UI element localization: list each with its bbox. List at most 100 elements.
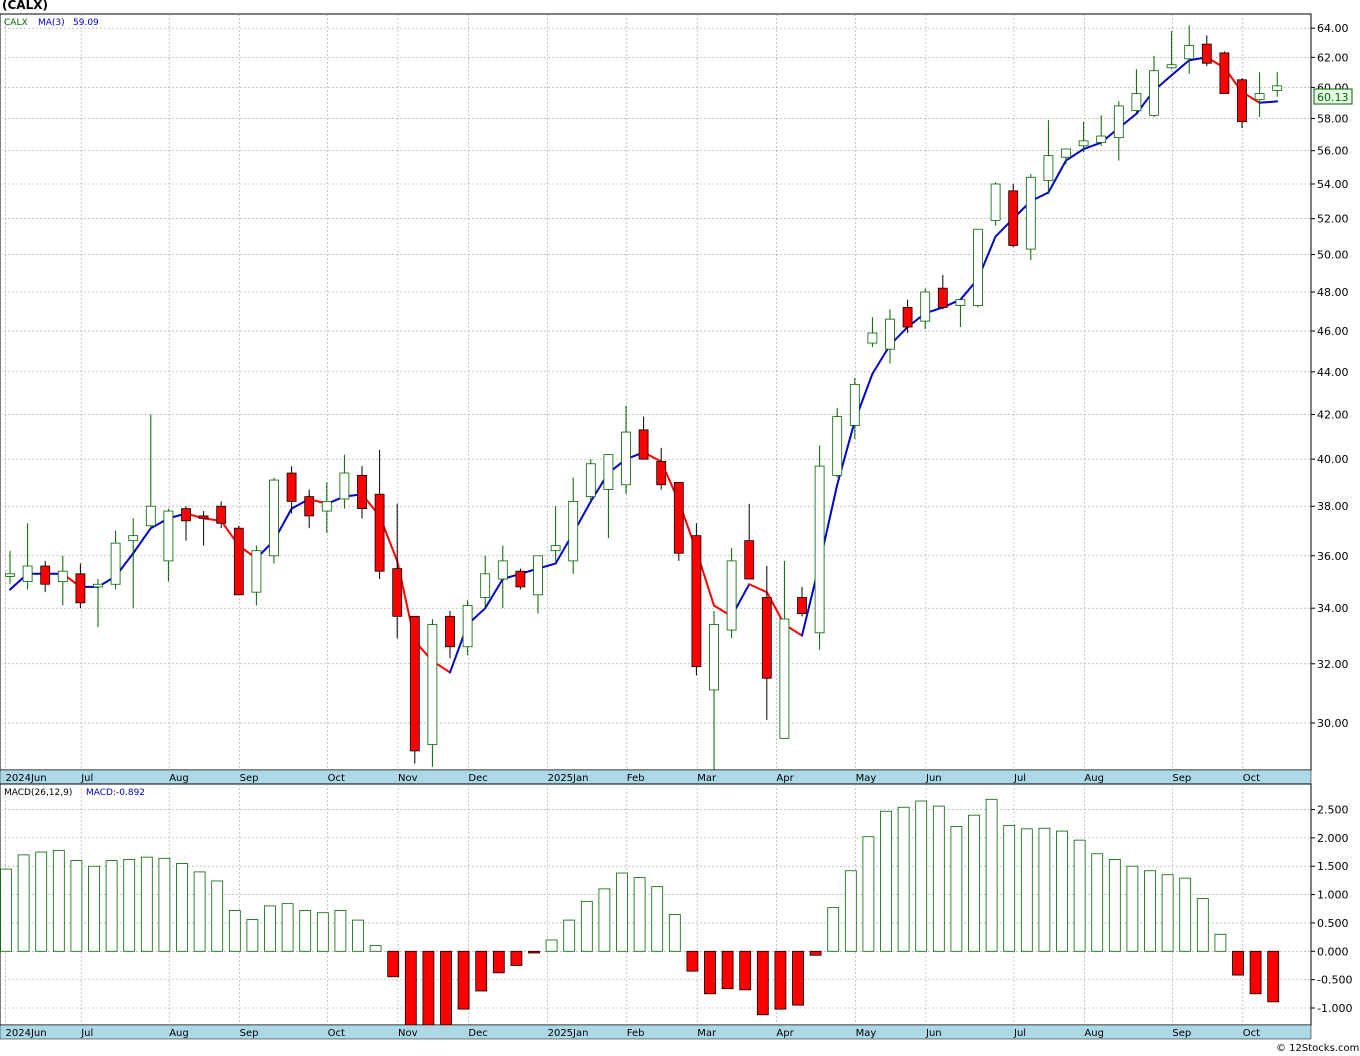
candle-up [1043, 120, 1054, 195]
price-tick-label: 46.00 [1317, 325, 1349, 338]
macd-bar-positive [0, 868, 12, 952]
candle-up [1096, 115, 1107, 146]
price-x-label: Sep [1172, 773, 1191, 784]
candle-up [163, 508, 174, 582]
macd-bar-positive [1073, 839, 1086, 952]
macd-y-axis: 2.500 2.000 1.500 1.000 0.500 0.000 -0.500 -1.0… [1311, 804, 1352, 1015]
candle-up [251, 545, 262, 606]
macd-bar-positive [369, 945, 382, 952]
macd-bar-positive [545, 939, 558, 952]
macd-bar-positive [17, 854, 30, 952]
macd-bar-negative [739, 950, 752, 991]
macd-bar-positive [246, 919, 259, 952]
macd-bar-negative [809, 950, 822, 956]
candle-body [1113, 105, 1124, 139]
candle-body [550, 545, 561, 552]
candle-up [533, 555, 543, 614]
price-x-label: Dec [468, 773, 487, 784]
candle-down [216, 501, 227, 529]
candle-body [656, 461, 667, 486]
candle-up [832, 407, 843, 478]
macd-bar-positive [862, 836, 875, 952]
macd-bar-positive [299, 910, 312, 952]
ma3-segment [484, 578, 504, 610]
price-tick-label: 48.00 [1317, 286, 1349, 299]
price-tick-label: 40.00 [1317, 453, 1349, 466]
macd-bar-positive [897, 806, 910, 952]
price-tick-label: 58.00 [1317, 112, 1349, 125]
candle-up [57, 555, 68, 606]
macd-x-label: Dec [468, 1028, 487, 1039]
macd-bar-positive [105, 860, 118, 952]
candle-down [1237, 78, 1247, 129]
macd-bar-positive [1038, 827, 1051, 952]
macd-x-axis-labels: 2024Jun Jul Aug Sep Oct Nov Dec 2025Jan Feb Mar Ap… [6, 1028, 1261, 1039]
candle-up [93, 579, 103, 628]
candle-body [304, 496, 315, 517]
candle-up [22, 523, 33, 590]
macd-x-label: 2025Jan [548, 1028, 589, 1039]
price-tick-label: 62.00 [1317, 51, 1349, 64]
macd-tick-label: 2.500 [1317, 804, 1349, 817]
candle-up [1166, 31, 1177, 70]
candle-body [163, 510, 174, 562]
price-tick-label: 44.00 [1317, 366, 1349, 379]
macd-bar-positive [1161, 874, 1174, 952]
macd-x-label: Oct [1243, 1028, 1260, 1039]
price-x-label: Sep [240, 773, 259, 784]
macd-x-label: Jun [925, 1028, 942, 1039]
macd-bar-positive [228, 910, 241, 952]
macd-tick-label: 0.500 [1317, 917, 1349, 930]
candle-up [955, 299, 966, 328]
macd-bar-positive [563, 919, 576, 952]
candle-up [1061, 148, 1071, 164]
candle-up [709, 610, 719, 770]
macd-x-label: Sep [240, 1028, 259, 1039]
macd-bar-negative [756, 950, 769, 1016]
last-price-box: 60.13 [1313, 88, 1353, 105]
ma3-segment [871, 344, 891, 375]
candle-down [75, 563, 86, 609]
macd-tick-label: 1.000 [1317, 889, 1349, 902]
macd-bar-negative [475, 950, 488, 992]
price-x-label: Aug [169, 773, 189, 784]
price-x-label: 2024Jun [6, 773, 47, 784]
macd-bar-positive [651, 886, 664, 952]
candle-body [585, 463, 596, 498]
candle-body [937, 287, 948, 308]
ma3-segment [1082, 141, 1103, 151]
price-tick-label: 30.00 [1317, 717, 1349, 730]
candle-up [726, 548, 737, 639]
candle-up [321, 482, 332, 534]
candle-body [480, 573, 491, 598]
macd-bar-positive [1126, 865, 1139, 952]
candle-body [1272, 85, 1283, 91]
macd-x-label: Aug [169, 1028, 189, 1039]
ma3-segment [1170, 59, 1191, 77]
price-x-label: Mar [697, 773, 717, 784]
macd-bar-positive [35, 851, 48, 952]
candle-down [1201, 35, 1212, 67]
candle-body [621, 431, 631, 486]
macd-xaxis-band [0, 1024, 1312, 1040]
candle-up [1149, 55, 1159, 117]
candle-body [22, 565, 33, 583]
candle-down [1219, 51, 1230, 94]
candle-up [269, 477, 279, 564]
candle-down [233, 525, 244, 596]
price-tick-label: 64.00 [1317, 22, 1349, 35]
candle-up [814, 445, 825, 650]
candle-down [902, 299, 913, 334]
macd-bar-positive [352, 919, 364, 952]
macd-bar-negative [440, 950, 452, 1026]
candle-up [1272, 72, 1283, 97]
candle-body [973, 228, 983, 306]
candle-body [920, 291, 931, 322]
macd-bar-negative [792, 950, 804, 1006]
macd-x-label: 2024Jun [6, 1028, 47, 1039]
candle-body [814, 465, 825, 634]
price-tick-label: 50.00 [1317, 249, 1349, 262]
candle-up [867, 317, 878, 348]
candle-up [1113, 101, 1124, 161]
